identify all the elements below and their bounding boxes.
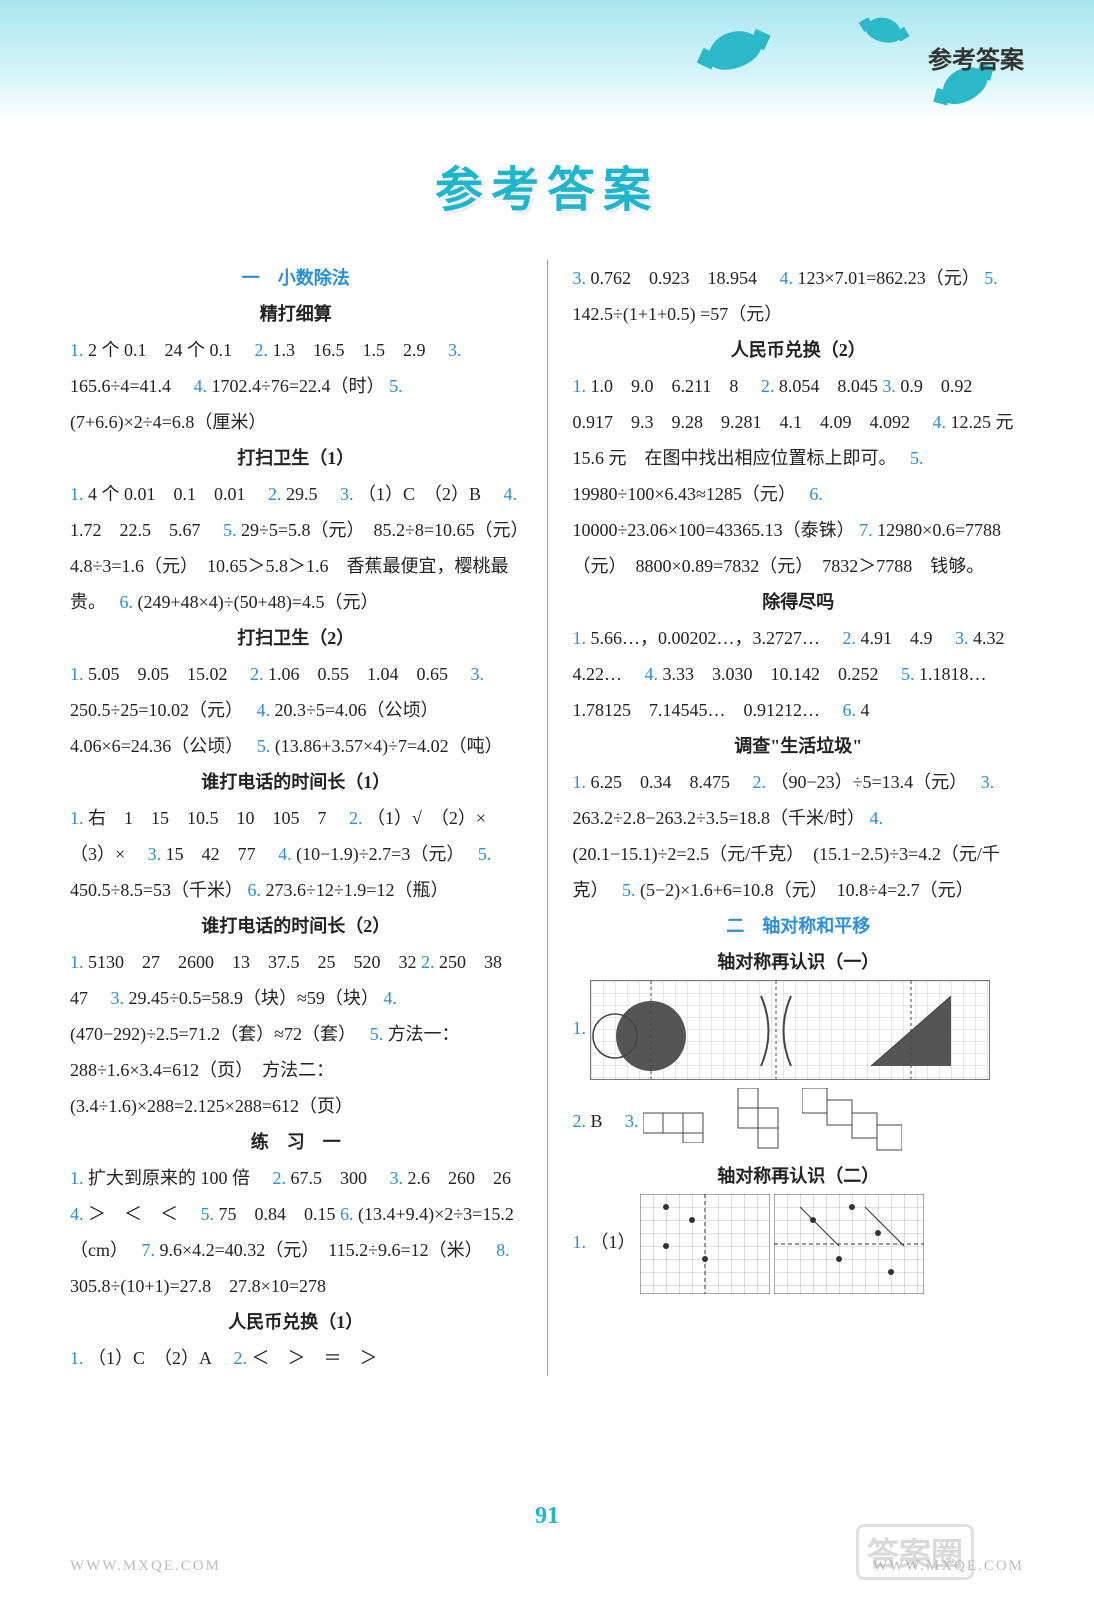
logo-stamp: 答案圈	[856, 1524, 974, 1580]
watermark: WWW.MXQE.COM	[70, 1558, 221, 1575]
section-title: 轴对称再认识（二）	[572, 1158, 1024, 1194]
section-title: 谁打电话的时间长（2）	[70, 908, 522, 944]
grid-diagram	[774, 1194, 924, 1294]
answer-block: 1. （1）	[572, 1194, 1024, 1294]
answer-block: 1. 4 个 0.01 0.1 0.01 2. 29.5 3. （1）C （2）…	[70, 476, 522, 620]
content-area: 一 小数除法 精打细算 1. 2 个 0.1 24 个 0.1 2. 1.3 1…	[0, 260, 1094, 1376]
column-divider	[547, 260, 548, 1376]
section-title: 打扫卫生（2）	[70, 620, 522, 656]
tetromino-diagram	[728, 1088, 798, 1158]
answer-block: 1. 1.0 9.0 6.211 8 2. 8.054 8.045 3. 0.9…	[572, 368, 1024, 584]
answer-block: 3. 0.762 0.923 18.954 4. 123×7.01=862.23…	[572, 260, 1024, 332]
right-column: 3. 0.762 0.923 18.954 4. 123×7.01=862.23…	[572, 260, 1024, 1376]
header-label: 参考答案	[928, 40, 1024, 75]
page-title: 参考答案	[0, 150, 1094, 220]
answer-block: 1.	[572, 980, 1024, 1080]
tetromino-diagram	[643, 1103, 723, 1143]
answer-block: 1. 2 个 0.1 24 个 0.1 2. 1.3 16.5 1.5 2.9 …	[70, 332, 522, 440]
answer-block: 1. 扩大到原来的 100 倍 2. 67.5 300 3. 2.6 260 2…	[70, 1160, 522, 1304]
candy-icon	[864, 14, 905, 46]
answer-block: 1. （1）C （2）A 2. ＜ ＞ ＝ ＞	[70, 1340, 522, 1376]
section-title: 打扫卫生（1）	[70, 440, 522, 476]
section-title: 调查"生活垃圾"	[572, 728, 1024, 764]
left-column: 一 小数除法 精打细算 1. 2 个 0.1 24 个 0.1 2. 1.3 1…	[70, 260, 522, 1376]
symmetry-diagram	[590, 980, 990, 1080]
answer-block: 2. B 3.	[572, 1088, 1024, 1158]
answer-block: 1. 右 1 15 10.5 10 105 7 2. （1）√ （2）× （3）…	[70, 800, 522, 908]
section-title: 轴对称再认识（一）	[572, 944, 1024, 980]
section-title: 人民币兑换（2）	[572, 332, 1024, 368]
grid-diagram	[640, 1194, 770, 1294]
chapter-title: 一 小数除法	[70, 260, 522, 296]
candy-icon	[702, 24, 765, 76]
answer-block: 1. 5.05 9.05 15.02 2. 1.06 0.55 1.04 0.6…	[70, 656, 522, 764]
page-number: 91	[535, 1503, 559, 1530]
section-title: 谁打电话的时间长（1）	[70, 764, 522, 800]
section-title: 精打细算	[70, 296, 522, 332]
tetromino-diagram	[802, 1088, 902, 1158]
answer-block: 1. 6.25 0.34 8.475 2. （90−23）÷5=13.4（元） …	[572, 764, 1024, 908]
section-title: 除得尽吗	[572, 584, 1024, 620]
section-title: 练 习 一	[70, 1124, 522, 1160]
chapter-title: 二 轴对称和平移	[572, 908, 1024, 944]
section-title: 人民币兑换（1）	[70, 1304, 522, 1340]
header-banner: 参考答案	[0, 0, 1094, 120]
answer-block: 1. 5130 27 2600 13 37.5 25 520 32 2. 250…	[70, 944, 522, 1124]
answer-block: 1. 5.66…，0.00202…，3.2727… 2. 4.91 4.9 3.…	[572, 620, 1024, 728]
